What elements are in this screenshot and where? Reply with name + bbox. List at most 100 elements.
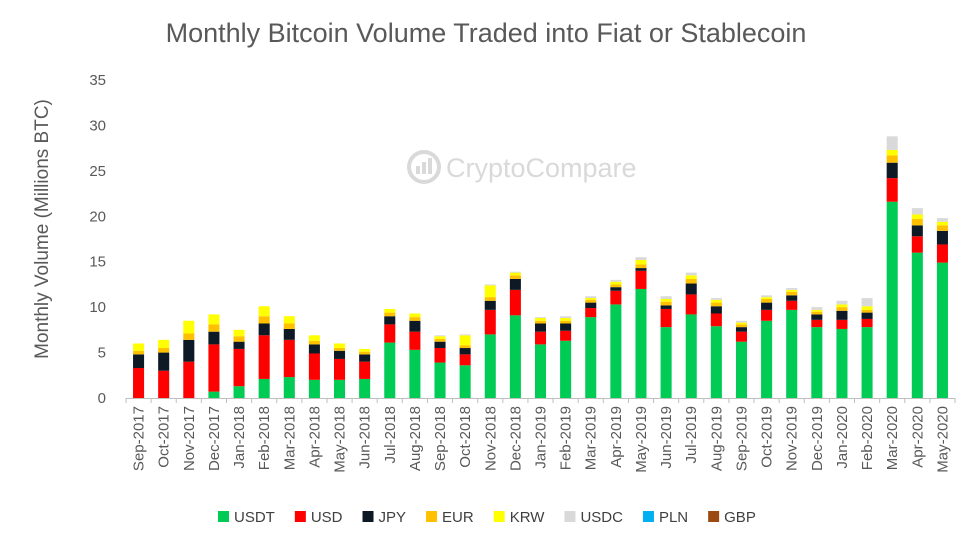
x-tick-label: Dec-2018 [507, 406, 524, 471]
bar-segment-usdt [434, 362, 446, 398]
x-tick-label: Jan-2019 [533, 406, 550, 469]
bar-segment-krw [183, 320, 195, 334]
bar-segment-usdt [610, 304, 622, 398]
x-tick-label: Mar-2019 [583, 406, 600, 470]
bar-segment-jpy [334, 350, 346, 359]
bar-segment-usd [183, 361, 195, 398]
bar-segment-jpy [384, 316, 396, 325]
bar-segment-krw [560, 318, 572, 321]
bar-segment-eur [861, 309, 873, 313]
legend-swatch-usd [294, 511, 306, 522]
bar-segment-usdt [459, 365, 471, 398]
bar-segment-jpy [886, 162, 898, 179]
x-tick-label: Nov-2018 [482, 406, 499, 471]
legend-swatch-krw [493, 511, 505, 522]
bar-segment-usd [334, 358, 346, 380]
bar-segment-usd [710, 313, 722, 327]
bar-segment-eur [685, 278, 697, 284]
bar-segment-eur [836, 307, 848, 311]
bar-segment-jpy [710, 306, 722, 314]
bar-segment-eur [283, 323, 295, 329]
y-tick-label: 10 [89, 299, 106, 316]
x-tick-label: Aug-2018 [407, 406, 424, 471]
x-tick-label: Mar-2018 [281, 406, 298, 470]
bar-segment-krw [434, 336, 446, 339]
bar-segment-jpy [585, 302, 597, 309]
x-tick-label: May-2019 [633, 406, 650, 473]
bar-segment-jpy [761, 302, 773, 310]
legend-label-usd: USD [311, 509, 343, 526]
bar-segment-krw [761, 297, 773, 299]
bar-segment-jpy [861, 312, 873, 319]
bar-segment-usdc [886, 136, 898, 150]
legend-label-jpy: JPY [379, 509, 407, 526]
bar-segment-krw [811, 309, 823, 312]
x-tick-label: Oct-2019 [759, 406, 776, 468]
bar-segment-jpy [233, 341, 245, 349]
bar-segment-usd [233, 348, 245, 387]
x-tick-label: Aug-2019 [708, 406, 725, 471]
bar-segment-eur [761, 298, 773, 303]
bar-segment-usd [836, 319, 848, 329]
bar-segment-krw [534, 318, 547, 321]
bar-segment-jpy [459, 348, 471, 355]
x-tick-label: Nov-2017 [181, 406, 198, 471]
bar-segment-eur [911, 219, 923, 226]
bar-segment-krw [459, 335, 471, 346]
bar-segment-jpy [158, 352, 170, 371]
legend-label-krw: KRW [510, 509, 546, 526]
bar-segment-usdc [635, 257, 647, 260]
bar-segment-usd [585, 308, 597, 318]
bar-segment-usdt [258, 378, 270, 398]
bar-segment-usd [283, 339, 295, 378]
bar-segment-usdt [836, 328, 848, 398]
bar-segment-eur [133, 350, 145, 355]
bar-segment-usdc [911, 208, 923, 215]
x-tick-label: Jun-2019 [658, 406, 675, 469]
y-tick-label: 25 [89, 163, 106, 180]
bar-segment-usdt [384, 342, 396, 398]
y-tick-label: 20 [89, 208, 106, 225]
bar-segment-usdc [761, 295, 773, 298]
x-tick-label: Feb-2020 [859, 406, 876, 470]
bar-segment-eur [308, 340, 320, 345]
bar-segment-eur [660, 301, 672, 306]
bar-segment-usd [208, 344, 220, 392]
legend-swatch-gbp [708, 511, 720, 522]
bar-segment-usd [911, 236, 923, 253]
bar-segment-jpy [786, 295, 798, 301]
bar-segment-krw [384, 308, 396, 313]
bar-segment-usd [158, 370, 170, 398]
bar-segment-jpy [936, 230, 948, 245]
bar-segment-krw [158, 339, 170, 349]
bar-segment-jpy [258, 323, 270, 336]
bar-segment-usd [509, 289, 521, 316]
bar-segment-usdc [811, 307, 823, 310]
bar-segment-jpy [308, 344, 320, 354]
bar-segment-eur [509, 275, 521, 279]
bar-segment-usd [811, 319, 823, 328]
bar-segment-usd [886, 178, 898, 202]
watermark: CryptoCompare [407, 150, 637, 184]
bar-segment-usd [560, 330, 572, 341]
y-axis: 0 5 10 15 20 25 30 35 [89, 72, 106, 407]
x-tick-label: Feb-2018 [256, 406, 273, 470]
bar-segment-krw [509, 272, 521, 276]
bar-segment-usdt [233, 386, 245, 398]
bar-segment-krw [484, 285, 496, 298]
bar-segment-krw [409, 313, 421, 318]
bar-segment-usdt [359, 378, 371, 398]
bar-segment-eur [409, 317, 421, 321]
bar-segment-usd [409, 331, 421, 350]
bar-segment-krw [610, 281, 622, 285]
x-tick-label: Dec-2017 [206, 406, 223, 471]
bar-segment-eur [384, 312, 396, 317]
x-tick-label: May-2020 [934, 406, 951, 473]
bar-segment-jpy [484, 300, 496, 310]
bar-segment-jpy [610, 287, 622, 291]
bar-segment-usd [735, 331, 747, 342]
bar-segment-krw [233, 329, 245, 337]
x-tick-label: Jan-2018 [231, 406, 248, 469]
bar-segment-eur [334, 348, 346, 351]
bar-segment-usdt [685, 314, 697, 398]
